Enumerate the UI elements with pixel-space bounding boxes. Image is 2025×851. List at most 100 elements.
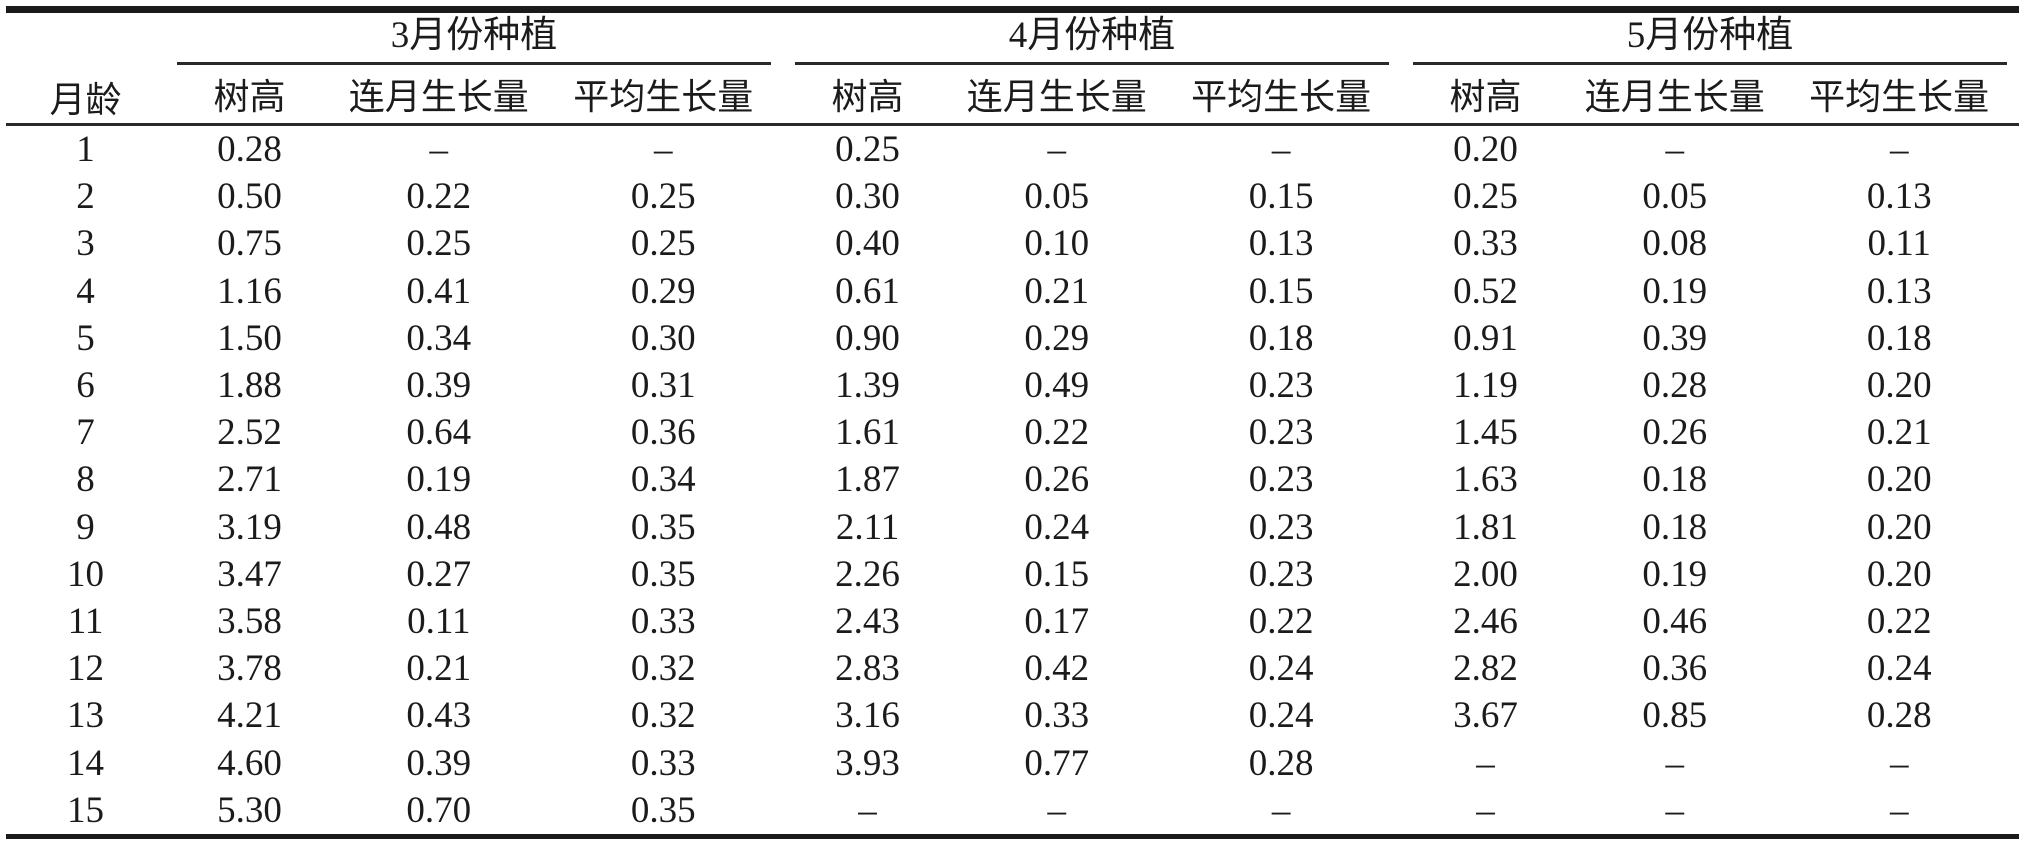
month-age-cell: 7 (76, 412, 95, 454)
group-header-may-label: 5月份种植 (1412, 14, 2007, 65)
table-row: 14 4.60 0.39 0.33 3.93 0.77 0.28 – – – (6, 739, 2019, 786)
sub-header-average-growth: 平均生长量 (1161, 65, 1401, 126)
value-cell: 0.48 (406, 506, 472, 548)
value-cell: 0.29 (1024, 317, 1090, 359)
value-cell: 0.70 (406, 789, 472, 831)
table-row: 13 4.21 0.43 0.32 3.16 0.33 0.24 3.67 0.85 0.28 (6, 692, 2019, 739)
value-cell: 1.19 (1453, 365, 1518, 407)
value-cell: 0.21 (1866, 412, 1932, 454)
value-cell: 0.29 (630, 270, 696, 312)
value-cell: 0.20 (1866, 459, 1932, 501)
month-age-cell: 12 (67, 648, 104, 690)
table-row: 1 0.28 – – 0.25 – – 0.20 – – (6, 125, 2019, 174)
group-header-may: 5月份种植 (1401, 10, 2019, 65)
value-cell: 0.15 (1024, 553, 1090, 595)
value-cell: – (1665, 789, 1684, 831)
value-cell: 0.24 (1248, 648, 1314, 690)
value-cell: 0.61 (835, 270, 900, 312)
value-cell: 1.81 (1453, 506, 1518, 548)
value-cell: – (1889, 789, 1909, 831)
month-age-cell: 8 (76, 459, 95, 501)
sub-header-tree-height: 树高 (782, 65, 953, 126)
value-cell: 0.33 (1453, 223, 1518, 265)
value-cell: 0.23 (1248, 506, 1314, 548)
value-cell: 1.61 (835, 412, 900, 454)
value-cell: – (1476, 789, 1495, 831)
value-cell: 0.21 (406, 648, 472, 690)
value-cell: 0.85 (1642, 695, 1708, 737)
value-cell: 0.32 (630, 695, 696, 737)
month-age-cell: 2 (76, 176, 95, 218)
value-cell: 0.25 (1453, 176, 1518, 218)
value-cell: 0.10 (1024, 223, 1090, 265)
value-cell: 1.87 (835, 459, 900, 501)
value-cell: 0.13 (1248, 223, 1314, 265)
group-header-april: 4月份种植 (783, 10, 1401, 65)
value-cell: – (858, 789, 877, 831)
value-cell: – (1047, 129, 1066, 171)
group-header-row: 月龄 3月份种植 4月份种植 5月份种植 (6, 9, 2019, 126)
value-cell: 0.19 (1642, 270, 1708, 312)
value-cell: 0.17 (1024, 600, 1090, 642)
value-cell: 0.20 (1866, 365, 1932, 407)
value-cell: 0.32 (630, 648, 696, 690)
col-header-month-age: 月龄 (6, 9, 166, 126)
sub-header-row: 树高 连月生长量 平均生长量 树高 连月生长量 平均生长量 树高 连月生长量 平… (6, 65, 2019, 126)
value-cell: – (1665, 742, 1684, 784)
value-cell: 0.39 (406, 365, 472, 407)
value-cell: 0.20 (1866, 553, 1932, 595)
value-cell: 0.43 (406, 695, 472, 737)
value-cell: 0.11 (407, 600, 471, 642)
value-cell: 0.39 (406, 742, 472, 784)
value-cell: 0.33 (630, 600, 696, 642)
value-cell: 0.13 (1866, 270, 1932, 312)
value-cell: 1.50 (217, 317, 282, 359)
sub-header-monthly-growth: 连月生长量 (952, 65, 1162, 126)
value-cell: 0.77 (1024, 742, 1090, 784)
value-cell: – (1271, 789, 1291, 831)
value-cell: 0.52 (1453, 270, 1518, 312)
value-cell: – (1047, 789, 1066, 831)
value-cell: 1.88 (217, 365, 282, 407)
paper-table-container: 月龄 3月份种植 4月份种植 5月份种植 树高 连月生长量 平均生长量 树高 连… (0, 6, 2025, 839)
value-cell: 0.91 (1453, 317, 1518, 359)
value-cell: 0.24 (1248, 695, 1314, 737)
value-cell: 3.58 (217, 600, 282, 642)
value-cell: 0.39 (1642, 317, 1708, 359)
value-cell: 0.22 (406, 176, 472, 218)
value-cell: 0.08 (1642, 223, 1708, 265)
value-cell: 0.23 (1248, 365, 1314, 407)
sub-header-tree-height: 树高 (1400, 65, 1571, 126)
value-cell: 0.19 (1642, 553, 1708, 595)
value-cell: 0.30 (630, 317, 696, 359)
value-cell: 0.24 (1866, 648, 1932, 690)
table-row: 8 2.71 0.19 0.34 1.87 0.26 0.23 1.63 0.18 0.20 (6, 456, 2019, 503)
value-cell: 5.30 (217, 789, 282, 831)
value-cell: – (653, 129, 673, 171)
table-row: 10 3.47 0.27 0.35 2.26 0.15 0.23 2.00 0.19 0.20 (6, 551, 2019, 598)
table-row: 2 0.50 0.22 0.25 0.30 0.05 0.15 0.25 0.05 0.13 (6, 173, 2019, 220)
value-cell: 2.83 (835, 648, 900, 690)
value-cell: 0.13 (1866, 176, 1932, 218)
value-cell: 3.93 (835, 742, 900, 784)
value-cell: 3.47 (217, 553, 282, 595)
value-cell: 0.36 (1642, 648, 1708, 690)
value-cell: 0.22 (1248, 600, 1314, 642)
group-header-march: 3月份种植 (165, 10, 783, 65)
value-cell: 0.36 (630, 412, 696, 454)
value-cell: 0.90 (835, 317, 900, 359)
table-row: 15 5.30 0.70 0.35 – – – – – – (6, 787, 2019, 837)
value-cell: 0.33 (630, 742, 696, 784)
value-cell: 2.00 (1453, 553, 1518, 595)
value-cell: 0.25 (630, 223, 696, 265)
value-cell: 2.26 (835, 553, 900, 595)
value-cell: 0.18 (1248, 317, 1314, 359)
value-cell: 0.18 (1866, 317, 1932, 359)
value-cell: 3.19 (217, 506, 282, 548)
value-cell: 0.35 (630, 506, 696, 548)
table-row: 9 3.19 0.48 0.35 2.11 0.24 0.23 1.81 0.18 0.20 (6, 504, 2019, 551)
table-header: 月龄 3月份种植 4月份种植 5月份种植 树高 连月生长量 平均生长量 树高 连… (6, 9, 2019, 126)
value-cell: – (1889, 742, 1909, 784)
value-cell: 0.42 (1024, 648, 1090, 690)
value-cell: 0.28 (217, 129, 282, 171)
